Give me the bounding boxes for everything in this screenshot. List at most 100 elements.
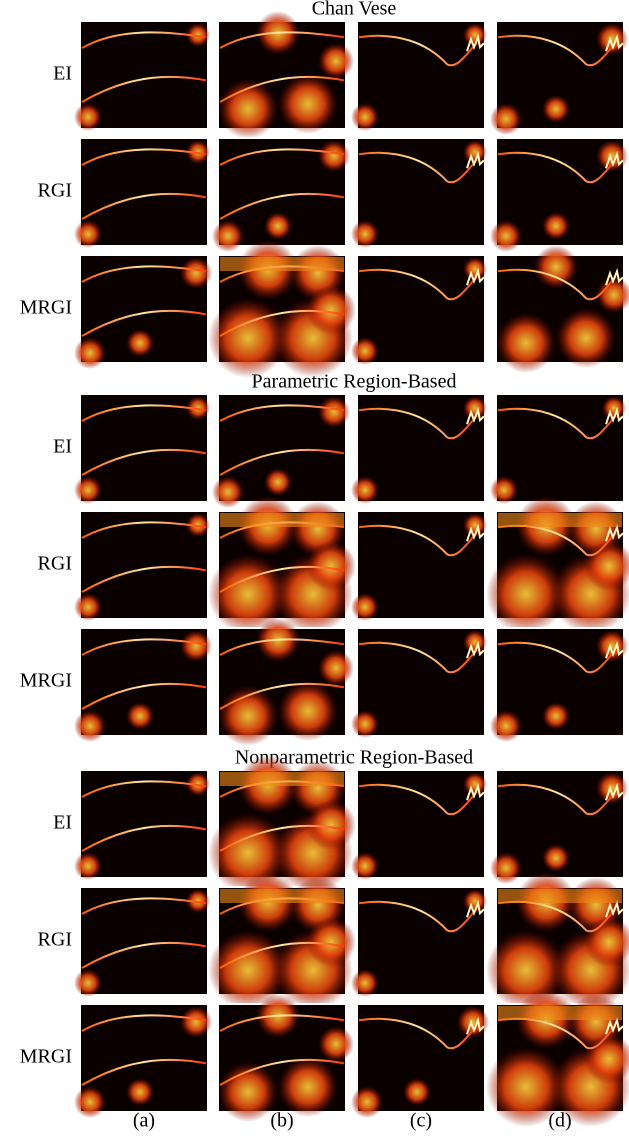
image-panel [490, 628, 628, 742]
heat-band [498, 889, 622, 903]
figure: Chan VeseEIRGIMRGIParametric Region-Base… [0, 0, 629, 1135]
heat-blob [490, 710, 522, 742]
heat-blob [74, 220, 102, 248]
image-panel [490, 138, 628, 252]
heat-blob [318, 396, 350, 428]
row-label: EI [53, 436, 72, 458]
image-panel [486, 989, 629, 1127]
heat-blob [542, 95, 570, 123]
heat-blob [556, 308, 616, 368]
heat-blob [596, 630, 628, 662]
image-panel [496, 245, 629, 373]
heat-band [220, 257, 344, 271]
image-panel [208, 755, 356, 893]
heat-blob [490, 852, 522, 884]
image-panel [351, 21, 487, 131]
heat-band [220, 889, 344, 903]
image-panel [351, 511, 487, 621]
image-panel [74, 394, 210, 504]
heat-blob [534, 245, 578, 289]
image-panel [74, 770, 210, 880]
column-label: (b) [270, 1110, 293, 1132]
row-label: RGI [38, 553, 72, 575]
image-panel [351, 138, 487, 248]
row-label: RGI [38, 929, 72, 951]
heat-band [498, 1006, 622, 1020]
row-label: EI [53, 812, 72, 834]
heat-blob [126, 702, 154, 730]
image-panel [74, 628, 212, 742]
heat-blob [351, 710, 379, 738]
image-panel [351, 255, 487, 365]
image-panel [74, 138, 210, 248]
image-panel [490, 21, 628, 135]
heat-blob [74, 593, 102, 621]
heat-blob [351, 337, 379, 365]
heat-blob [318, 140, 350, 172]
column-label: (a) [133, 1110, 155, 1132]
row-label: MRGI [20, 1046, 72, 1068]
image-panel [74, 1004, 212, 1118]
image-panel [208, 872, 356, 1010]
heat-blob [126, 1078, 154, 1106]
heat-blob [596, 23, 628, 55]
heat-band [220, 513, 344, 527]
heat-blob [490, 220, 522, 252]
heat-blob [596, 140, 628, 172]
image-panel [208, 496, 356, 634]
heat-blob [74, 337, 106, 369]
heat-blob [278, 681, 338, 741]
image-panel [74, 21, 210, 131]
heat-blob [490, 476, 518, 504]
row-label: RGI [38, 180, 72, 202]
image-panel [74, 255, 212, 369]
image-panel [218, 994, 354, 1122]
heat-blob [74, 1086, 106, 1118]
heat-blob [180, 257, 212, 289]
row-label: MRGI [20, 297, 72, 319]
image-panel [351, 887, 487, 997]
heat-blob [351, 103, 379, 131]
heat-blob [74, 103, 102, 131]
heat-blob [351, 220, 379, 248]
heat-blob [74, 852, 102, 880]
heat-blob [126, 329, 154, 357]
heat-blob [542, 702, 570, 730]
image-panel [208, 240, 356, 378]
image-panel [218, 618, 354, 746]
heat-blob [264, 212, 292, 240]
heat-blob [403, 1078, 431, 1106]
column-label: (d) [548, 1110, 571, 1132]
heat-blob [542, 212, 570, 240]
heat-blob [212, 476, 244, 508]
image-panel [351, 628, 487, 738]
heat-blob [318, 1026, 354, 1062]
image-panel [212, 394, 350, 508]
heat-band [220, 772, 344, 786]
heat-blob [351, 852, 379, 880]
heat-blob [278, 1057, 338, 1117]
heat-band [498, 513, 622, 527]
heat-blob [351, 969, 379, 997]
image-panel [351, 770, 487, 880]
image-panel [218, 11, 354, 139]
image-panel [212, 138, 350, 252]
heat-blob [264, 468, 292, 496]
heat-blob [74, 969, 102, 997]
heat-blob [180, 1006, 212, 1038]
heat-blob [318, 650, 354, 686]
heat-blob [457, 1006, 489, 1038]
image-panel [490, 770, 628, 884]
heat-blob [351, 593, 379, 621]
heat-blob [496, 313, 556, 373]
heat-blob [74, 710, 106, 742]
heat-blob [596, 772, 628, 804]
heat-blob [212, 220, 244, 252]
image-panel [74, 887, 210, 997]
image-panel [351, 1004, 489, 1118]
heat-blob [278, 74, 338, 134]
heat-blob [318, 43, 354, 79]
heat-blob [542, 844, 570, 872]
image-panel [351, 394, 487, 504]
section-title: Parametric Region-Based [252, 371, 457, 393]
